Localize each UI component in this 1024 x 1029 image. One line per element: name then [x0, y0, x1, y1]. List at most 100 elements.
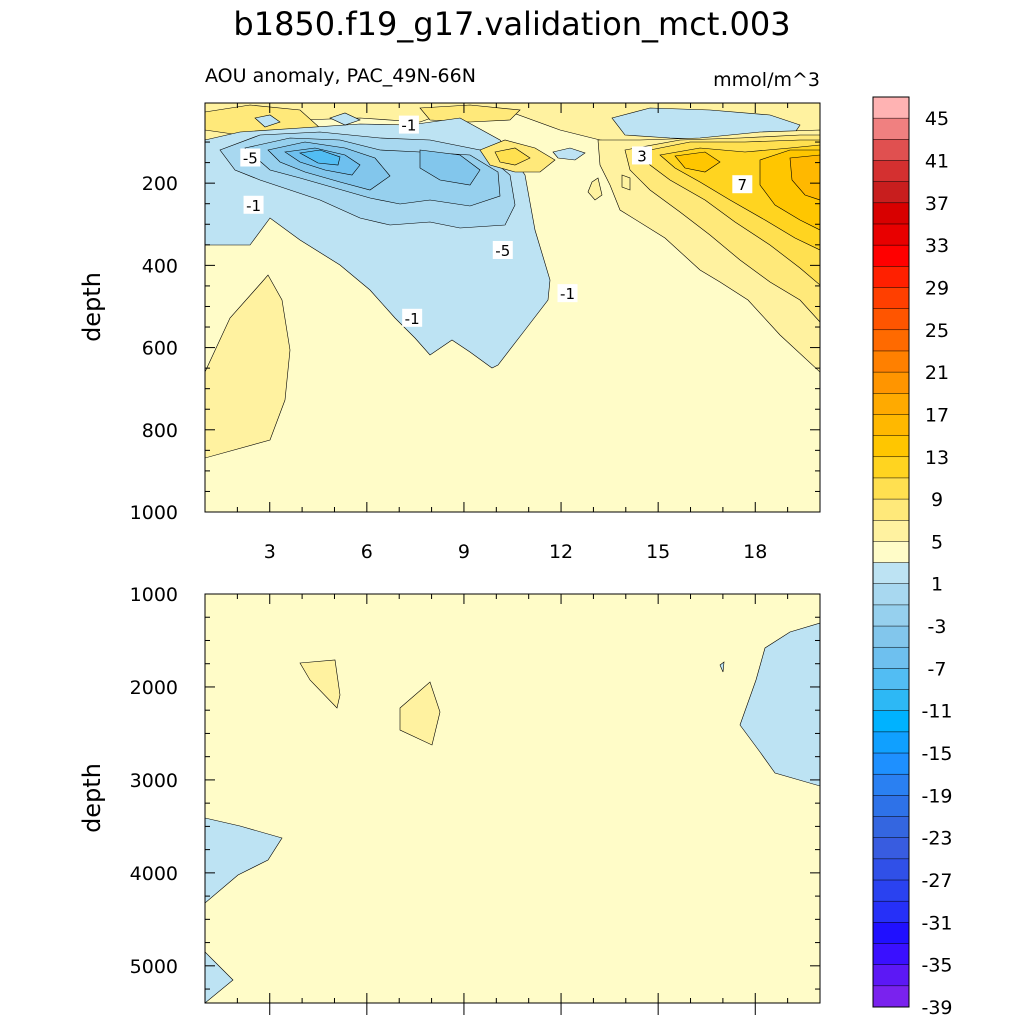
- colorbar-swatch: [873, 456, 909, 479]
- colorbar-label: -19: [921, 785, 952, 807]
- contour-region: [719, 661, 725, 673]
- colorbar-swatch: [873, 626, 909, 648]
- colorbar-swatch: [873, 245, 909, 267]
- upper-subtitle-right: mmol/m^3: [713, 69, 820, 91]
- colorbar-swatch: [873, 308, 909, 331]
- colorbar-swatch: [873, 647, 909, 669]
- contour-region: [621, 174, 631, 191]
- contour-label: -1: [401, 117, 416, 135]
- colorbar-swatch: [873, 604, 909, 627]
- contour-label-box: [402, 308, 423, 327]
- contour-region: [399, 681, 441, 746]
- lower-y-ticks: 1000 2000 3000 4000 5000: [130, 584, 820, 990]
- colorbar-swatch: [873, 901, 909, 923]
- colorbar-swatch: [873, 541, 909, 563]
- colorbar-swatch: [873, 181, 909, 204]
- contour-region: [494, 147, 531, 166]
- colorbar-swatch: [873, 118, 909, 140]
- contour-region: [789, 154, 820, 201]
- y-tick-label: 200: [142, 173, 178, 195]
- colorbar-label: -15: [921, 743, 952, 765]
- upper-subtitle-left: AOU anomaly, PAC_49N-66N: [205, 65, 476, 87]
- contour-region: [205, 951, 234, 1003]
- colorbar-swatch: [873, 435, 909, 458]
- contour-region: [587, 177, 603, 201]
- contour-region: [419, 104, 521, 123]
- colorbar-swatch: [873, 139, 909, 161]
- colorbar-frame: [872, 96, 910, 1008]
- colorbar-swatch: [873, 689, 909, 712]
- colorbar-swatch: [873, 816, 909, 839]
- x-tick-label: 15: [646, 541, 670, 563]
- colorbar-label: -3: [928, 616, 947, 638]
- contour-label-box: [398, 115, 419, 134]
- lower-panel: 1000 2000 3000 4000 5000 depth: [78, 584, 821, 1015]
- y-tick-label: 2000: [130, 677, 178, 699]
- y-tick-label: 600: [142, 338, 178, 360]
- y-tick-label: 1000: [130, 584, 178, 606]
- colorbar-swatch: [873, 520, 909, 542]
- contour-region: [299, 149, 341, 166]
- contour-label-box: [732, 175, 753, 194]
- colorbar-label: -27: [921, 870, 952, 892]
- colorbar-swatch: [873, 329, 909, 352]
- colorbar-swatch: [873, 668, 909, 690]
- figure-title: b1850.f19_g17.validation_mct.003: [233, 5, 790, 43]
- colorbar-label: 9: [931, 489, 943, 511]
- colorbar-label: 17: [925, 404, 949, 426]
- colorbar-swatch: [873, 350, 909, 373]
- colorbar-swatch: [873, 202, 909, 225]
- colorbar-swatch: [873, 160, 909, 183]
- contour-region: [419, 149, 481, 186]
- contour-region: [205, 817, 283, 904]
- colorbar-swatch: [873, 393, 909, 415]
- contour-label-box: [492, 240, 513, 259]
- contour-region: [254, 114, 281, 128]
- contour-label-box: [243, 195, 264, 214]
- y-tick-label: 4000: [130, 863, 178, 885]
- colorbar-swatch: [873, 414, 909, 437]
- y-tick-label: 1000: [130, 502, 178, 524]
- colorbar-swatch: [873, 943, 909, 966]
- x-tick-label: 9: [458, 541, 470, 563]
- colorbar-label: 29: [925, 277, 949, 299]
- colorbar-swatch: [873, 774, 909, 796]
- contour-label: -1: [246, 197, 261, 215]
- contour-label: -5: [495, 242, 510, 260]
- contour-label: 3: [637, 147, 647, 165]
- lower-y-axis-label: depth: [78, 763, 106, 833]
- lower-background-field: [205, 594, 820, 1003]
- colorbar-swatch: [873, 731, 909, 754]
- lower-contour-field: [205, 594, 820, 1003]
- upper-y-axis-label: depth: [78, 272, 106, 342]
- y-tick-label: 800: [142, 420, 178, 442]
- contour-label: 7: [738, 176, 748, 194]
- y-tick-label: 5000: [130, 956, 178, 978]
- colorbar-swatch: [873, 266, 909, 288]
- upper-contour-labels: -5 -1 -1 -5 -1 -1 3 7: [240, 115, 753, 328]
- colorbar-swatch: [873, 223, 909, 246]
- contour-label-box: [557, 284, 578, 303]
- y-tick-label: 3000: [130, 770, 178, 792]
- colorbar-label: -11: [921, 701, 952, 723]
- colorbar-label: 1: [931, 574, 943, 596]
- upper-x-ticks: 3 6 9 12 15 18: [204, 103, 821, 563]
- colorbar-label: 13: [925, 447, 949, 469]
- colorbar-swatch: [873, 287, 909, 310]
- contour-region: [205, 274, 291, 459]
- colorbar-swatch: [873, 837, 909, 860]
- contour-label-box: [631, 146, 652, 165]
- colorbar-swatch: [873, 858, 909, 881]
- colorbar-swatch: [873, 710, 909, 733]
- contour-region: [739, 622, 820, 787]
- colorbar-swatch: [873, 922, 909, 944]
- colorbar-swatch: [873, 477, 909, 500]
- x-tick-label: 3: [264, 541, 276, 563]
- colorbar-label: 25: [925, 320, 949, 342]
- contour-label: -1: [405, 310, 420, 328]
- colorbar-label: 21: [925, 362, 949, 384]
- x-tick-label: 6: [361, 541, 373, 563]
